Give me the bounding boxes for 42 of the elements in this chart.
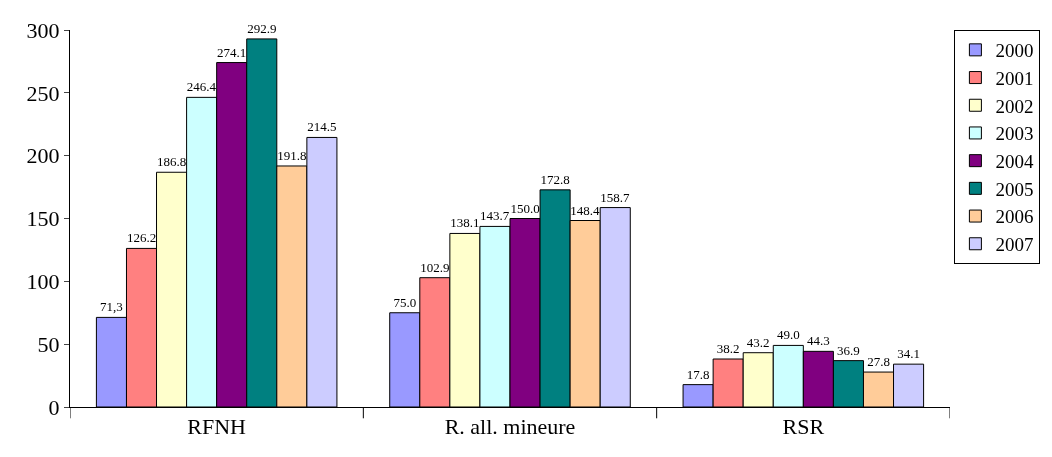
data-label: 44.3 — [806, 333, 830, 349]
data-label: 214.5 — [307, 119, 337, 135]
y-tick-label: 0 — [48, 394, 60, 420]
data-label: 27.8 — [867, 354, 890, 370]
y-tick-label: 250 — [26, 80, 60, 106]
legend-label: 2001 — [995, 67, 1034, 89]
y-tick-label: 50 — [37, 331, 60, 357]
data-label: 126.2 — [126, 230, 157, 246]
legend-label: 2003 — [995, 123, 1034, 145]
legend-label: 2006 — [995, 206, 1034, 228]
legend-label: 2002 — [995, 95, 1034, 117]
legend-label: 2000 — [995, 40, 1034, 62]
data-label: 138.1 — [450, 215, 480, 231]
data-label: 150.0 — [510, 200, 540, 216]
x-tick-label: R. all. mineure — [444, 414, 576, 440]
legend-label: 2005 — [995, 178, 1034, 200]
data-label: 143.7 — [480, 208, 510, 224]
data-label: 191.8 — [277, 147, 307, 163]
data-label: 71,3 — [100, 299, 123, 315]
data-label: 246.4 — [186, 79, 217, 95]
data-label: 274.1 — [217, 44, 247, 60]
legend-label: 2004 — [995, 151, 1034, 173]
data-label: 102.9 — [420, 259, 450, 275]
data-label: 186.8 — [156, 154, 187, 170]
legend-label: 2007 — [995, 234, 1034, 256]
data-label: 43.2 — [746, 334, 770, 350]
y-tick-label: 150 — [26, 206, 60, 232]
data-label: 49.0 — [776, 327, 800, 343]
data-label: 292.9 — [247, 20, 277, 36]
data-label: 17.8 — [686, 366, 710, 382]
data-label: 75.0 — [393, 294, 417, 310]
data-label: 158.7 — [600, 189, 631, 205]
y-tick-label: 100 — [26, 269, 60, 295]
data-label: 172.8 — [540, 171, 570, 187]
data-label: 148.4 — [570, 202, 601, 218]
y-tick-label: 300 — [26, 17, 60, 43]
data-label: 34.1 — [897, 346, 920, 362]
x-tick-label: RSR — [782, 414, 825, 440]
data-label: 36.9 — [837, 342, 860, 358]
y-tick-label: 200 — [26, 143, 60, 169]
data-label: 38.2 — [716, 341, 740, 356]
x-tick-label: RFNH — [187, 414, 247, 440]
